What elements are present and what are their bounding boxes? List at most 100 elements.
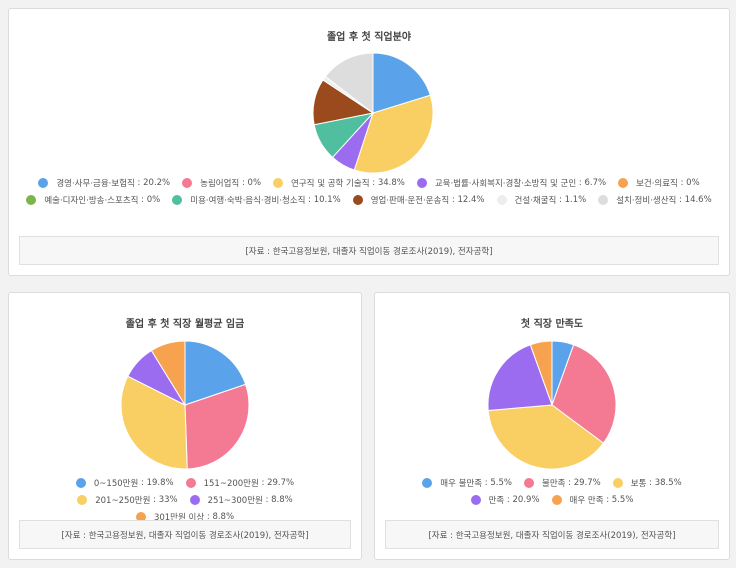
pie-chart [312, 52, 434, 174]
chart-title: 졸업 후 첫 직장 월평균 임금 [125, 319, 245, 330]
legend-swatch [26, 195, 37, 205]
legend-separator: : [556, 195, 565, 205]
legend-item: 경영·사무·금융·보험직 : 20.2% [38, 177, 170, 189]
chart-title: 졸업 후 첫 직업분야 [326, 32, 412, 43]
legend-item: 201~250만원 : 33% [77, 494, 178, 506]
legend-label: 매우 만족 [569, 496, 604, 506]
legend-swatch [352, 195, 363, 205]
legend-swatch [75, 478, 86, 488]
legend-label: 미용·여행·숙박·음식·경비·청소직 [190, 196, 306, 206]
legend: 0~150만원 : 19.8% 151~200만원 : 29.7% 201~250만… [23, 477, 347, 523]
legend-value: 1.1% [564, 195, 587, 205]
legend-item: 151~200만원 : 29.7% [185, 477, 294, 489]
legend-swatch [172, 195, 183, 205]
pie-slice [184, 340, 247, 406]
legend-swatch [618, 178, 629, 188]
legend-item: 251~300만원 : 8.8% [189, 494, 293, 506]
legend-value: 5.5% [490, 478, 512, 488]
legend-label: 151~200만원 [203, 479, 259, 489]
legend-label: 설치·정비·생산직 [616, 196, 677, 206]
legend-swatch [551, 495, 562, 505]
legend-item: 농림어업직 : 0% [182, 177, 261, 189]
legend-value: 29.7% [573, 478, 601, 488]
legend-item: 매우 만족 : 5.5% [551, 494, 634, 506]
legend-item: 미용·여행·숙박·음식·경비·청소직 : 10.1% [172, 194, 341, 206]
chart-title: 첫 직장 만족도 [520, 319, 584, 330]
legend-swatch [185, 478, 196, 488]
legend-label: 보건·의료직 [636, 179, 678, 189]
legend-swatch [524, 478, 534, 488]
legend-swatch [38, 178, 49, 188]
legend-swatch [470, 495, 481, 505]
pie-slice [120, 375, 188, 470]
legend-value: 34.8% [377, 178, 405, 188]
legend-separator: : [576, 178, 585, 188]
legend-item: 301만원 이상 : 8.8% [135, 511, 235, 523]
legend-value: 0% [247, 178, 262, 188]
legend-item: 보건·의료직 : 0% [618, 177, 700, 189]
legend-swatch [496, 195, 507, 205]
pie-slice [529, 340, 553, 406]
legend-label: 영업·판매·운전·운송직 [370, 196, 450, 206]
legend-swatch [273, 178, 284, 188]
legend-separator: : [239, 178, 248, 188]
legend-value: 20.2% [143, 178, 171, 188]
legend-swatch [422, 478, 433, 488]
legend-separator: : [369, 178, 378, 188]
legend-item: 만족 : 20.9% [470, 494, 540, 506]
legend-value: 8.8% [271, 495, 293, 505]
legend-separator: : [565, 478, 574, 488]
legend-label: 예술·디자인·방송·스포츠직 [44, 196, 139, 206]
legend-item: 0~150만원 : 19.8% [75, 477, 174, 489]
legend-swatch [416, 178, 427, 188]
legend-label: 연구직 및 공학 기술직 [291, 179, 370, 189]
legend-separator: : [677, 178, 687, 188]
legend-item: 예술·디자인·방송·스포츠직 : 0% [26, 194, 160, 206]
legend-value: 0% [146, 195, 161, 205]
source-note: [자료 : 한국고용정보원, 대졸자 직업이동 경로조사(2019), 전자공학… [385, 520, 719, 549]
legend-value: 38.5% [654, 478, 682, 488]
legend-value: 5.5% [611, 495, 634, 505]
legend-swatch [598, 195, 609, 205]
legend-separator: : [449, 195, 458, 205]
source-note: [자료 : 한국고용정보원, 대졸자 직업이동 경로조사(2019), 전자공학… [19, 236, 719, 265]
legend-value: 0% [686, 178, 700, 188]
legend-separator: : [305, 195, 314, 205]
pie-slice [150, 340, 186, 407]
legend-label: 경영·사무·금융·보험직 [56, 179, 135, 189]
legend-value: 8.8% [212, 512, 235, 522]
pie-slice [487, 404, 605, 470]
legend-label: 농림어업직 [200, 179, 240, 189]
legend-label: 매우 불만족 [440, 479, 483, 489]
legend-separator: : [258, 478, 268, 488]
legend-item: 연구직 및 공학 기술직 : 34.8% [273, 177, 405, 189]
legend-separator: : [603, 495, 612, 505]
legend-value: 19.8% [146, 478, 174, 488]
pie-slice [353, 94, 434, 174]
card: 졸업 후 첫 직장 월평균 임금 0~150만원 : 19.8% 151~200만원… [8, 292, 362, 560]
legend: 경영·사무·금융·보험직 : 20.2% 농림어업직 : 0% 연구직 및 공학 기… [19, 177, 719, 206]
legend-item: 건설·채굴직 : 1.1% [496, 194, 587, 206]
legend-value: 6.7% [584, 178, 607, 188]
legend-item: 보통 : 38.5% [612, 477, 682, 489]
legend-value: 20.9% [512, 495, 540, 505]
legend-separator: : [676, 195, 685, 205]
legend-label: 251~300만원 [207, 496, 263, 506]
legend-item: 불만족 : 29.7% [524, 477, 601, 489]
legend-separator: : [138, 478, 147, 488]
legend-item: 교육·법률·사회복지·경찰·소방직 및 군인 : 6.7% [416, 177, 607, 189]
legend-swatch [77, 495, 88, 505]
legend-separator: : [150, 495, 159, 505]
pie-chart [120, 340, 250, 470]
legend-separator: : [204, 512, 213, 522]
legend-label: 건설·채굴직 [514, 196, 557, 206]
legend-swatch [612, 478, 623, 488]
legend-separator: : [482, 478, 491, 488]
legend-label: 교육·법률·사회복지·경찰·소방직 및 군인 [434, 179, 577, 189]
pie-slice [324, 52, 374, 115]
legend-label: 불만족 [542, 479, 566, 489]
legend-swatch [189, 495, 200, 505]
legend-swatch [135, 512, 146, 522]
